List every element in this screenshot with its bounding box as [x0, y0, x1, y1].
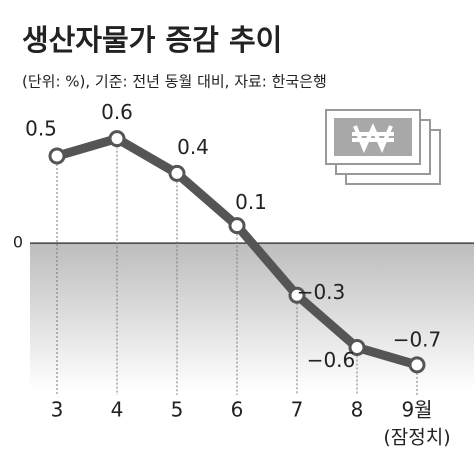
value-label: 0.6	[101, 100, 133, 124]
x-tick-label: 8	[351, 398, 364, 422]
x-tick-label: 4	[111, 398, 124, 422]
chart-subtitle: (단위: %), 기준: 전년 동월 대비, 자료: 한국은행	[22, 73, 327, 91]
marker	[108, 130, 126, 148]
value-label: −0.6	[307, 348, 356, 372]
x-tick-label: 7	[291, 398, 304, 422]
negative-area	[30, 243, 474, 391]
marker	[168, 164, 186, 182]
value-label: 0.1	[235, 190, 267, 214]
value-label: −0.7	[393, 327, 442, 351]
marker	[348, 338, 366, 356]
x-tick-label: 6	[231, 398, 244, 422]
x-tick-label: 5	[171, 398, 184, 422]
y-tick-label: 0	[13, 233, 23, 252]
x-tick-label: 9월	[401, 398, 432, 422]
x-tick-label: 3	[51, 398, 64, 422]
marker	[288, 286, 306, 304]
value-label: 0.4	[177, 135, 209, 159]
value-label: 0.5	[25, 117, 57, 141]
value-label: −0.3	[297, 280, 346, 304]
marker	[408, 356, 426, 374]
marker	[48, 147, 66, 165]
chart-title: 생산자물가 증감 추이	[22, 23, 282, 57]
money-icon	[325, 109, 441, 185]
marker	[228, 217, 246, 235]
x-tick-note: (잠정치)	[383, 427, 450, 449]
